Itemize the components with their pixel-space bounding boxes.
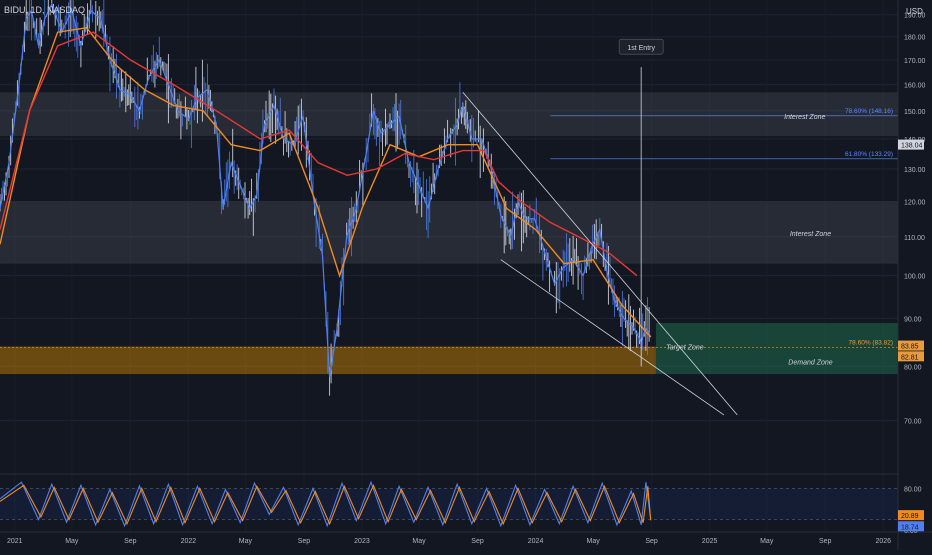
stochastic-panel <box>0 480 898 528</box>
price-tick-label: 170.00 <box>904 58 926 65</box>
price-tick-label: 70.00 <box>904 419 922 426</box>
time-tick-label: 2022 <box>181 538 197 545</box>
price-tick-label: 110.00 <box>904 235 925 242</box>
drawings[interactable]: Interest Zone Interest Zone Target Zone Dem… <box>462 38 833 416</box>
time-tick-label: 2024 <box>528 538 544 545</box>
time-tick-label: May <box>239 538 253 545</box>
axis-badge-text: 82.81 <box>901 354 919 361</box>
time-tick-label: May <box>65 538 79 545</box>
stoch-badge <box>898 510 924 521</box>
stoch-badge-text: 20.89 <box>901 513 919 520</box>
price-tick-label: 80.00 <box>904 364 922 371</box>
axis-badge <box>898 139 924 150</box>
zone-rect <box>0 201 898 264</box>
zone-label: Demand Zone <box>788 359 832 366</box>
time-tick-label: May <box>412 538 426 545</box>
wedge-upper-line <box>462 92 738 416</box>
price-tick-label: 90.00 <box>904 316 922 323</box>
time-tick-label: Sep <box>819 538 832 545</box>
axis-badge-text: 83.85 <box>901 344 919 351</box>
symbol-title: BIDU, 1D, NASDAQ <box>4 5 85 15</box>
axis-badge-text: 138.04 <box>901 143 923 150</box>
stoch-tick-label: 80.00 <box>904 486 922 493</box>
price-tick-label: 190.00 <box>904 13 926 20</box>
entry-label-box <box>618 38 664 55</box>
zone-rect <box>655 323 898 375</box>
price-tick-label: 120.00 <box>904 200 926 207</box>
ema-fast-line <box>0 27 652 338</box>
price-series <box>0 0 652 396</box>
currency-label: USD <box>906 7 923 16</box>
price-tick-label: 180.00 <box>904 35 926 42</box>
fib-level-label: 61.80% (133.29) <box>845 151 893 158</box>
time-tick-label: Sep <box>471 538 484 545</box>
time-tick-label: May <box>587 538 601 545</box>
time-tick-label: 2025 <box>702 538 718 545</box>
stoch-tick-label: 0.00 <box>904 528 918 535</box>
zones: 78.60% (148.16) 61.80% (133.29) 78.60% (83… <box>0 92 898 375</box>
axis-badge <box>898 340 924 351</box>
zone-label: Interest Zone <box>790 231 831 238</box>
time-tick-label: Sep <box>645 538 658 545</box>
entry-label: 1st Entry <box>627 45 655 52</box>
time-tick-label: 2021 <box>7 538 23 545</box>
fib-level-label: 78.60% (148.16) <box>845 108 893 115</box>
stoch-badge <box>898 521 924 532</box>
grid <box>0 14 898 422</box>
time-tick-label: 2023 <box>354 538 370 545</box>
wedge-lower-line <box>500 259 725 416</box>
time-tick-label: May <box>760 538 774 545</box>
stoch-badge-text: 18.74 <box>901 524 919 531</box>
time-tick-label: Sep <box>124 538 137 545</box>
time-tick-label: 2026 <box>875 538 891 545</box>
stoch-d-line <box>0 483 652 526</box>
zone-rect <box>0 92 898 136</box>
price-tick-label: 130.00 <box>904 167 926 174</box>
zone-label: Interest Zone <box>784 114 825 121</box>
zone-label: Target Zone <box>666 345 704 352</box>
ema-slow-line <box>0 31 638 277</box>
axis-badge <box>898 351 924 362</box>
price-tick-label: 160.00 <box>904 83 926 90</box>
price-tick-label: 100.00 <box>904 274 926 281</box>
price-line <box>0 2 652 377</box>
fib-level-label: 78.60% (83.82) <box>849 339 893 346</box>
price-tick-label: 150.00 <box>904 109 926 116</box>
time-tick-label: Sep <box>298 538 311 545</box>
stoch-k-line <box>0 480 652 528</box>
